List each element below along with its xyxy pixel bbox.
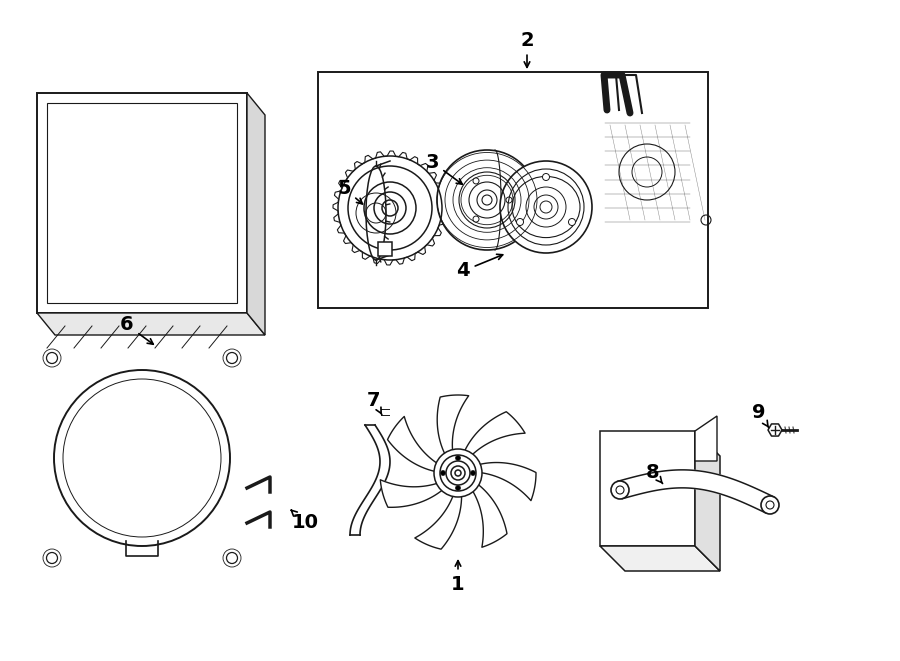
Circle shape — [500, 161, 592, 253]
Ellipse shape — [366, 166, 386, 260]
Polygon shape — [415, 496, 462, 549]
Text: 6: 6 — [121, 315, 153, 344]
Circle shape — [473, 216, 479, 222]
Circle shape — [227, 553, 238, 563]
Polygon shape — [473, 485, 507, 547]
Circle shape — [543, 173, 550, 180]
Circle shape — [227, 352, 238, 364]
Bar — [318, 72, 708, 308]
Polygon shape — [695, 431, 720, 571]
Text: 4: 4 — [456, 254, 503, 280]
Circle shape — [611, 481, 629, 499]
Text: 7: 7 — [367, 391, 382, 414]
Text: 5: 5 — [338, 178, 363, 204]
Polygon shape — [381, 480, 442, 507]
Text: 10: 10 — [292, 510, 319, 533]
Polygon shape — [37, 313, 265, 335]
Circle shape — [517, 219, 524, 225]
Circle shape — [47, 553, 58, 563]
Circle shape — [506, 197, 512, 203]
Circle shape — [471, 471, 475, 475]
Circle shape — [47, 352, 58, 364]
Polygon shape — [600, 546, 720, 571]
Circle shape — [434, 449, 482, 497]
Polygon shape — [617, 470, 774, 513]
Polygon shape — [378, 242, 392, 256]
Circle shape — [761, 496, 779, 514]
Polygon shape — [37, 93, 247, 313]
Polygon shape — [437, 395, 469, 453]
Text: 2: 2 — [520, 30, 534, 67]
Circle shape — [437, 150, 537, 250]
Circle shape — [455, 485, 461, 490]
Polygon shape — [333, 151, 447, 265]
Circle shape — [473, 178, 479, 184]
Polygon shape — [600, 431, 695, 546]
Text: 8: 8 — [646, 463, 662, 484]
Circle shape — [569, 219, 575, 225]
Polygon shape — [465, 412, 525, 454]
Polygon shape — [481, 463, 536, 500]
Circle shape — [440, 471, 445, 475]
Text: 1: 1 — [451, 561, 464, 594]
Polygon shape — [768, 424, 782, 436]
Text: 9: 9 — [752, 403, 769, 428]
Polygon shape — [247, 93, 265, 335]
Circle shape — [455, 455, 461, 461]
Polygon shape — [695, 416, 717, 461]
Text: 3: 3 — [425, 153, 463, 184]
Polygon shape — [388, 416, 436, 471]
